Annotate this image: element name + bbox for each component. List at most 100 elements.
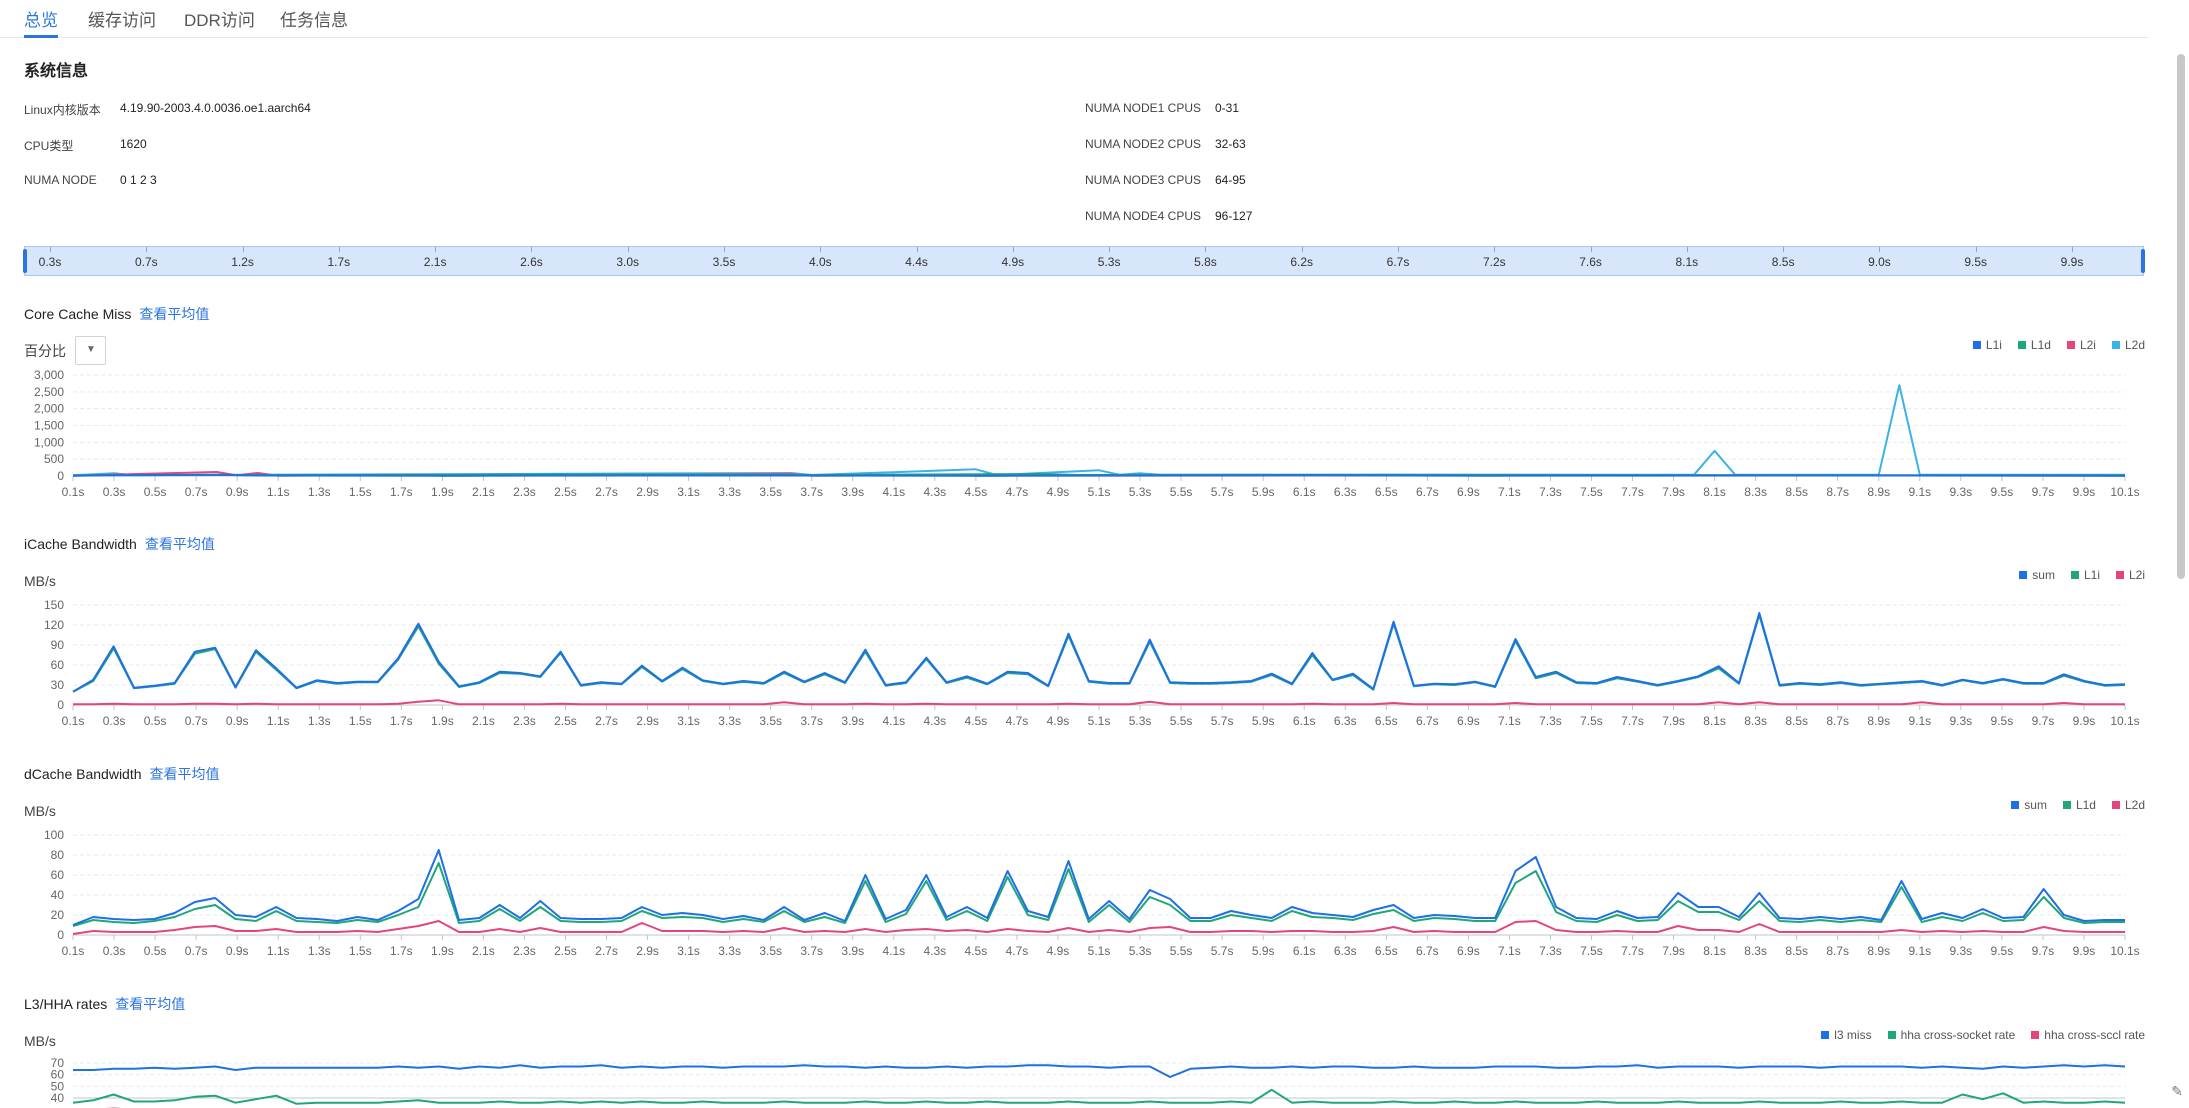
legend-item[interactable]: l3 miss [1821, 1028, 1872, 1042]
x-tick-label: 7.1s [1498, 714, 1521, 728]
chart-legend: l3 miss hha cross-socket rate hha cross-sc… [1821, 1028, 2145, 1042]
legend-item[interactable]: L1i [2070, 568, 2100, 582]
legend-item[interactable]: L1d [2062, 798, 2096, 812]
y-tick-label: 80 [51, 848, 65, 862]
brush-handle-right[interactable] [2141, 249, 2145, 273]
x-tick-label: 7.3s [1539, 714, 1562, 728]
view-average-link[interactable]: 查看平均值 [139, 306, 210, 322]
legend-label: sum [2032, 568, 2055, 582]
x-tick-label: 0.1s [62, 944, 85, 958]
brush-tick-mark [1109, 247, 1111, 252]
x-tick-label: 4.5s [965, 714, 988, 728]
x-tick-label: 6.9s [1457, 944, 1480, 958]
brush-tick-mark [1590, 247, 1592, 252]
x-tick-label: 2.3s [513, 485, 536, 499]
y-tick-label: 100 [44, 828, 64, 842]
series-line-sum[interactable] [72, 849, 2125, 926]
tab-task-info[interactable]: 任务信息 [280, 11, 348, 30]
x-tick-label: 5.9s [1252, 485, 1275, 499]
x-tick-label: 2.5s [554, 944, 577, 958]
legend-item[interactable]: L1d [2017, 338, 2051, 352]
x-tick-label: 5.5s [1170, 714, 1193, 728]
series-line-l3-miss[interactable] [73, 1064, 2126, 1078]
x-tick-label: 0.3s [103, 944, 126, 958]
legend-item[interactable]: L2d [2111, 798, 2145, 812]
x-tick-label: 4.1s [882, 714, 905, 728]
x-tick-label: 4.9s [1047, 944, 1070, 958]
tab-cache-access[interactable]: 缓存访问 [88, 11, 156, 30]
brush-tick-label: 3.5s [712, 255, 736, 269]
x-tick-label: 5.1s [1088, 485, 1111, 499]
info-label-cpu-type: CPU类型 [24, 139, 74, 153]
brush-tick-mark [1494, 247, 1496, 252]
legend-item[interactable]: sum [2011, 798, 2047, 812]
x-tick-label: 9.3s [1949, 714, 1972, 728]
view-average-link[interactable]: 查看平均值 [149, 766, 220, 782]
tab-overview[interactable]: 总览 [24, 11, 58, 30]
series-line-l1i[interactable] [72, 614, 2126, 693]
brush-tick-label: 6.7s [1386, 255, 1410, 269]
brush-handle-left[interactable] [23, 249, 27, 273]
x-tick-label: 5.5s [1170, 485, 1193, 499]
x-tick-label: 2.7s [595, 485, 618, 499]
x-tick-label: 3.5s [759, 944, 782, 958]
metric-dropdown[interactable]: ▼ [75, 336, 106, 365]
x-tick-label: 6.5s [1375, 944, 1398, 958]
brush-tick-mark [820, 247, 822, 252]
series-line-hha-cross-socket-rate[interactable] [72, 1088, 2126, 1105]
y-tick-label: 1,500 [34, 419, 64, 433]
x-tick-label: 0.5s [144, 714, 167, 728]
series-line-l2d[interactable] [72, 384, 2125, 477]
x-tick-label: 5.1s [1088, 944, 1111, 958]
x-tick-label: 8.9s [1867, 714, 1890, 728]
timeline-brush[interactable]: 0.3s 0.7s 1.2s 1.7s 2.1s 2.6s 3.0s 3.5s 4.0s 4.4s… [23, 246, 2145, 276]
x-tick-label: 5.9s [1252, 944, 1275, 958]
legend-item[interactable]: hha cross-socket rate [1887, 1028, 2015, 1042]
y-tick-label: 50 [51, 1079, 65, 1093]
series-line-l1d[interactable] [72, 862, 2125, 927]
x-tick-label: 4.9s [1047, 485, 1070, 499]
brush-tick-mark [1783, 247, 1785, 252]
x-tick-label: 0.1s [62, 714, 85, 728]
x-tick-label: 0.7s [185, 714, 208, 728]
x-tick-label: 1.7s [390, 714, 413, 728]
x-tick-label: 4.3s [923, 944, 946, 958]
brush-tick-label: 4.4s [905, 255, 928, 269]
x-tick-label: 7.3s [1539, 485, 1562, 499]
legend-item[interactable]: L2i [2115, 568, 2145, 582]
view-average-link[interactable]: 查看平均值 [115, 996, 186, 1012]
x-tick-label: 2.9s [636, 714, 659, 728]
brush-tick-label: 4.9s [1001, 255, 1025, 269]
edit-icon[interactable]: ✎ [2171, 1083, 2183, 1099]
x-tick-label: 9.7s [2032, 714, 2055, 728]
x-tick-label: 7.1s [1498, 944, 1521, 958]
x-tick-label: 8.3s [1744, 485, 1767, 499]
chart-legend: L1i L1d L2i L2d [1972, 338, 2145, 352]
vertical-scrollbar[interactable] [2173, 0, 2189, 1108]
legend-item[interactable]: L2i [2066, 338, 2096, 352]
series-line-l1i[interactable] [72, 473, 2126, 477]
view-average-link[interactable]: 查看平均值 [144, 536, 215, 552]
x-tick-label: 9.5s [1991, 714, 2014, 728]
legend-item[interactable]: hha cross-sccl rate [2031, 1028, 2145, 1042]
tab-ddr-access[interactable]: DDR访问 [184, 11, 255, 30]
legend-item[interactable]: sum [2019, 568, 2055, 582]
legend-label: hha cross-sccl rate [2044, 1028, 2145, 1042]
x-tick-label: 8.7s [1826, 944, 1849, 958]
series-line-sum[interactable] [72, 612, 2126, 693]
x-tick-label: 3.3s [718, 944, 741, 958]
x-tick-label: 3.3s [718, 714, 741, 728]
x-tick-label: 3.7s [800, 485, 823, 499]
legend-item[interactable]: L1i [1972, 338, 2002, 352]
series-line-l2i[interactable] [73, 699, 2125, 706]
x-tick-label: 5.3s [1129, 485, 1152, 499]
x-tick-label: 4.5s [965, 944, 988, 958]
x-tick-label: 10.1s [2110, 714, 2139, 728]
series-line-l2d[interactable] [72, 920, 2125, 935]
x-tick-label: 5.7s [1211, 714, 1234, 728]
scrollbar-thumb[interactable] [2177, 54, 2185, 579]
brush-tick-label: 8.1s [1675, 255, 1699, 269]
legend-item[interactable]: L2d [2111, 338, 2145, 352]
y-tick-label: 150 [44, 598, 64, 612]
active-tab-indicator [24, 35, 58, 38]
